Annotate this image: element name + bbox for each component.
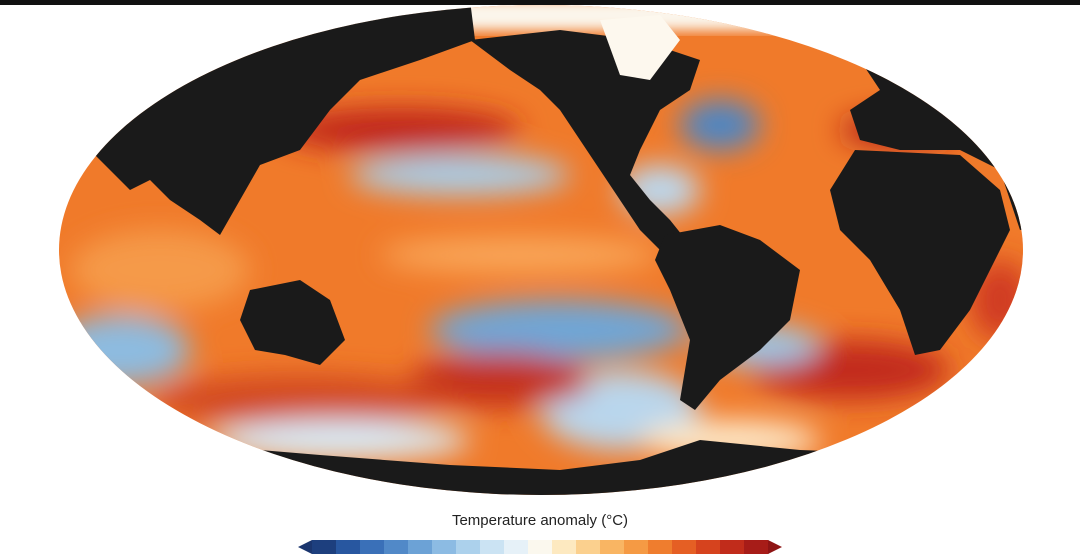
australia [240, 280, 345, 365]
colorbar-swatch [480, 540, 505, 554]
top-bar [0, 0, 1080, 5]
colorbar [298, 540, 782, 554]
colorbar-swatch [576, 540, 601, 554]
colorbar-swatch [336, 540, 361, 554]
legend-title: Temperature anomaly (°C) [452, 512, 628, 529]
colorbar-low-arrow [298, 540, 312, 554]
colorbar-swatch [696, 540, 721, 554]
colorbar-high-arrow [768, 540, 782, 554]
colorbar-swatch [648, 540, 673, 554]
colorbar-swatch [744, 540, 769, 554]
colorbar-swatch [384, 540, 409, 554]
colorbar-swatch [360, 540, 385, 554]
colorbar-swatch [456, 540, 481, 554]
south-america [655, 225, 800, 410]
greenland [600, 15, 680, 80]
colorbar-swatch [528, 540, 553, 554]
africa [830, 150, 1010, 355]
colorbar-swatch [672, 540, 697, 554]
colorbar-swatch [432, 540, 457, 554]
colorbar-swatch [600, 540, 625, 554]
colorbar-swatch [408, 540, 433, 554]
colorbar-swatch [552, 540, 577, 554]
north-america [470, 30, 700, 250]
colorbar-swatch [624, 540, 649, 554]
colorbar-swatch [504, 540, 529, 554]
colorbar-swatch [312, 540, 337, 554]
colorbar-swatch [720, 540, 745, 554]
